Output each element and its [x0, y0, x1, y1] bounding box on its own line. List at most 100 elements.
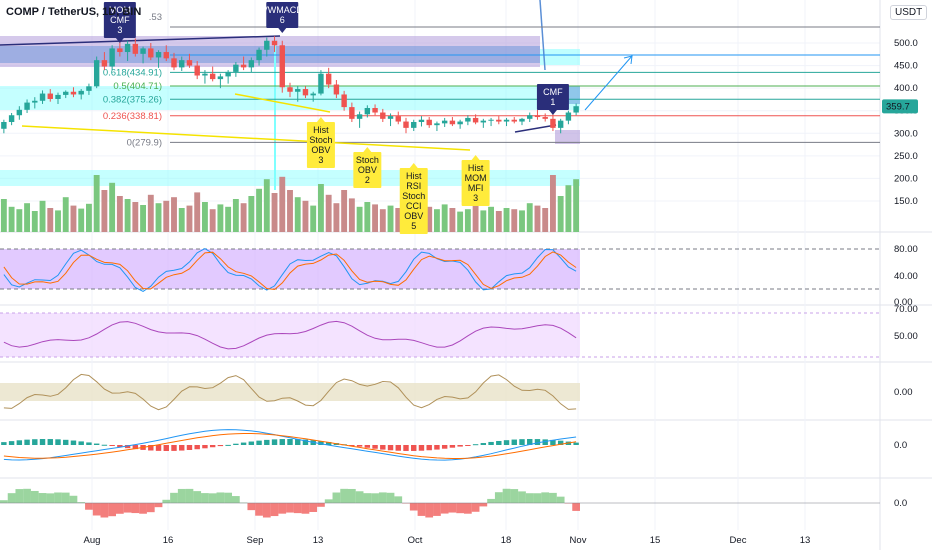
momentum-bar: [270, 503, 279, 517]
callout-pointer: [409, 163, 418, 168]
momentum-bar: [464, 503, 472, 514]
candle-body: [511, 119, 517, 122]
candle-body: [86, 86, 92, 91]
candle-body: [240, 64, 247, 68]
candle-body: [148, 48, 154, 58]
candle-body: [488, 119, 494, 121]
candle-body: [349, 107, 355, 119]
trend-line-yellow: [21, 125, 471, 151]
callout-pointer: [548, 110, 557, 115]
time-tick-label: 15: [650, 535, 661, 546]
chart-title: COMP / TetherUS, 1D, BIN: [6, 6, 141, 18]
momentum-bar: [131, 503, 140, 514]
callout-text: CMF: [543, 87, 563, 97]
macd-histogram-bar: [179, 445, 185, 451]
volume-bar: [24, 203, 31, 232]
volume-bar: [132, 202, 139, 232]
momentum-bar: [572, 503, 580, 511]
trend-lines[interactable]: [0, 35, 633, 151]
volume-bar: [549, 175, 556, 232]
price-tick-label: 300.0: [894, 128, 918, 139]
volume-bar: [163, 200, 170, 232]
momentum-bar: [440, 503, 449, 514]
callout-text: 3: [473, 193, 478, 203]
macd-histogram-bar: [264, 439, 270, 445]
candle-body: [387, 116, 394, 119]
candle-body: [411, 122, 417, 128]
candle-body: [465, 117, 471, 122]
macd-histogram-bar: [117, 445, 123, 448]
arrow-head: [623, 55, 633, 65]
macd-histogram-bar: [356, 445, 363, 447]
candle-body: [194, 65, 200, 76]
volume-bar: [240, 203, 247, 232]
fib-label: 0.5(404.71): [113, 81, 162, 92]
momentum-bar: [425, 503, 434, 518]
macd-histogram-bar: [403, 445, 409, 451]
momentum-bar: [15, 489, 24, 503]
volume-bar: [511, 209, 518, 232]
macd-line: [3, 429, 577, 461]
trend-line-top: [0, 35, 281, 46]
momentum-bar: [23, 488, 31, 503]
trend-line-short: [514, 124, 557, 133]
volume-bar: [472, 205, 479, 232]
candle-body: [24, 102, 30, 110]
macd-histogram-bar: [217, 445, 224, 447]
macd-histogram-bar: [124, 445, 131, 449]
volume-bar: [62, 197, 69, 232]
callout-text: 5: [411, 221, 416, 231]
fibonacci-retracement[interactable]: 0.618(434.91) 0.5(404.71) 0.382(375.26) 0.2…: [103, 12, 880, 148]
macd-histogram-bar: [372, 445, 378, 449]
momentum-bar: [309, 503, 318, 512]
volume-bar: [480, 210, 487, 232]
price-tick-label: 150.0: [894, 196, 918, 207]
candle-body: [8, 115, 15, 122]
currency-badge[interactable]: USDT: [890, 5, 928, 20]
macd-histogram-bar: [101, 444, 108, 446]
fib-label: 0(279.9): [127, 137, 162, 148]
macd-histogram-bar: [426, 445, 432, 451]
callout-box: [306, 122, 335, 168]
volume-bar: [310, 205, 317, 232]
momentum-bar: [255, 503, 263, 516]
candle-body: [519, 118, 525, 122]
callout-text: RSI: [406, 181, 421, 191]
macd-histogram-bar: [202, 445, 208, 449]
spike-line: [539, 0, 546, 71]
macd-histogram-bar: [503, 440, 510, 445]
momentum-bar: [518, 491, 526, 503]
momentum-bar: [525, 493, 534, 503]
volume-bar: [93, 175, 100, 232]
macd-histogram-bar: [256, 440, 262, 445]
candle-body: [140, 48, 146, 54]
macd-histogram-bar: [240, 442, 247, 445]
candle-body: [155, 52, 162, 58]
candle-body: [534, 115, 541, 118]
macd-histogram-bar: [233, 443, 239, 445]
macd-histogram-bar: [55, 439, 61, 445]
pane-tick-label: 50.00: [894, 331, 918, 342]
momentum-bar: [208, 493, 217, 503]
candle-body: [380, 112, 386, 119]
macd-histogram-bar: [24, 439, 30, 445]
macd-histogram-bar: [488, 441, 494, 445]
volume-bar: [534, 205, 541, 232]
volume-bar: [441, 204, 448, 232]
candle-body: [78, 90, 84, 95]
momentum-bar: [232, 496, 240, 503]
time-tick-label: Nov: [570, 535, 587, 546]
momentum-bar: [448, 503, 457, 513]
volume-bar: [85, 203, 92, 232]
macd-histogram-bar: [387, 445, 394, 451]
candle-body: [333, 84, 340, 95]
volume-bar: [47, 208, 54, 232]
callout-text: CCI: [406, 201, 422, 211]
callout-pointer: [471, 155, 480, 160]
callout-text: 3: [318, 155, 323, 165]
volume-bar: [78, 208, 85, 232]
candle-body: [63, 91, 69, 95]
volume-bar: [565, 185, 572, 232]
volume-bar: [109, 182, 116, 232]
